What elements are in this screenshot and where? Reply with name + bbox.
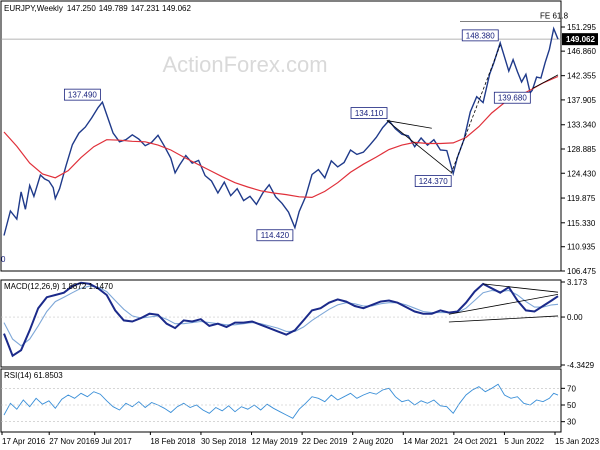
macd-series-macd bbox=[3, 281, 559, 358]
annotation-label: 148.380 bbox=[466, 31, 495, 40]
x-tick-label: 22 Dec 2019 bbox=[302, 437, 348, 446]
annotation-label: 137.490 bbox=[68, 91, 97, 100]
rsi-series-line bbox=[3, 383, 559, 419]
x-tick-label: 27 Nov 2016 bbox=[49, 437, 95, 446]
ohlc-low: 147.231 bbox=[131, 4, 160, 13]
price-tick-label: 128.885 bbox=[567, 145, 596, 154]
rsi-panel: 70 50 30 RSI(14) 61.8503 bbox=[0, 368, 576, 433]
current-price-box bbox=[562, 33, 598, 46]
price-tick-label: 119.875 bbox=[567, 194, 596, 203]
annotation-box bbox=[256, 229, 294, 242]
x-tick-label: 18 Feb 2018 bbox=[150, 437, 195, 446]
ohlc-high: 149.789 bbox=[99, 4, 128, 13]
price-trendlines bbox=[386, 44, 559, 174]
x-tick-label: 24 Oct 2021 bbox=[454, 437, 498, 446]
macd-y-ticks: 3.173 0.00 -4.3429 bbox=[561, 278, 595, 370]
price-tick-label: 110.935 bbox=[567, 243, 596, 252]
rsi-tick-label: 70 bbox=[567, 384, 576, 393]
macd-trendline bbox=[448, 315, 559, 323]
price-tick-label: 151.295 bbox=[567, 23, 596, 32]
macd-panel: 3.173 0.00 -4.3429 MACD(12,26,9) 1.8872 1.… bbox=[0, 278, 595, 370]
macd-trendlines bbox=[448, 283, 559, 323]
price-annotation: 114.420 bbox=[256, 229, 294, 242]
price-trendline bbox=[386, 120, 452, 173]
x-tick-label: 2 Aug 2020 bbox=[353, 437, 394, 446]
x-tick-label: 5 Jun 2022 bbox=[504, 437, 544, 446]
price-annotations: 137.490 114.420 134.110 124.370 148.380 139.6… bbox=[63, 29, 531, 242]
chart-title: EURJPY,Weekly bbox=[4, 4, 63, 13]
x-tick-label: 15 Jan 2023 bbox=[555, 437, 600, 446]
price-annotation: 134.110 bbox=[350, 107, 388, 119]
x-tick-label: 9 Jul 2017 bbox=[95, 437, 132, 446]
price-tick-label: 137.905 bbox=[567, 96, 596, 105]
macd-tick-label: 0.00 bbox=[567, 313, 583, 322]
price-trendline bbox=[450, 44, 501, 174]
rsi-y-ticks: 70 50 30 bbox=[1, 384, 576, 427]
rsi-tick-label: 50 bbox=[567, 401, 576, 410]
rsi-title: RSI(14) 61.8503 bbox=[4, 371, 63, 380]
annotation-box bbox=[414, 175, 452, 187]
annotation-box bbox=[493, 91, 531, 104]
price-tick-label: 124.430 bbox=[567, 169, 596, 178]
price-annotation: 139.680 bbox=[493, 91, 531, 104]
rsi-tick-label: 30 bbox=[567, 418, 576, 427]
macd-panel-frame bbox=[0, 279, 562, 368]
rsi-series bbox=[3, 383, 559, 419]
annotation-label: 134.110 bbox=[355, 109, 384, 118]
annotation-box bbox=[63, 88, 101, 101]
rsi-panel-frame bbox=[0, 368, 562, 433]
ohlc-open: 147.250 bbox=[67, 4, 96, 13]
price-annotation: 124.370 bbox=[414, 175, 452, 187]
price-tick-label: 106.475 bbox=[567, 267, 596, 276]
price-panel-frame bbox=[0, 0, 562, 272]
macd-tick-label: 3.173 bbox=[567, 278, 588, 287]
price-tick-label: 115.330 bbox=[567, 219, 596, 228]
price-annotation: 148.380 bbox=[461, 29, 499, 42]
price-series-eurjpy bbox=[3, 26, 559, 236]
price-tick-label: 133.340 bbox=[567, 121, 596, 130]
price-y-ticks: 151.295 146.860 142.355 137.905 133.340 128.8… bbox=[561, 23, 598, 276]
watermark: ActionForex.com bbox=[162, 52, 327, 77]
price-tick-label: 146.860 bbox=[567, 47, 596, 56]
price-title: EURJPY,Weekly 147.250 149.789 147.231 149.06… bbox=[4, 4, 191, 13]
annotation-label: 124.370 bbox=[419, 177, 448, 186]
price-annotation: 137.490 bbox=[63, 88, 101, 101]
price-panel: ActionForex.com FE 61.8 137.490114.42013… bbox=[0, 0, 598, 276]
annotation-box bbox=[350, 107, 388, 119]
price-tick-label: 142.355 bbox=[567, 72, 596, 81]
macd-tick-label: -4.3429 bbox=[567, 361, 595, 370]
fe-label: FE 61.8 bbox=[540, 12, 569, 21]
annotation-label: 114.420 bbox=[261, 231, 290, 240]
price-trendline bbox=[386, 120, 432, 129]
annotation-label: 139.680 bbox=[498, 94, 527, 103]
macd-trendline bbox=[483, 283, 559, 293]
x-tick-label: 14 Mar 2021 bbox=[403, 437, 448, 446]
macd-trendline bbox=[448, 294, 559, 315]
price-series bbox=[3, 26, 559, 236]
left-cut-label: 0 bbox=[1, 255, 6, 264]
macd-series bbox=[1, 281, 561, 358]
macd-title: MACD(12,26,9) 1.8872 1.1470 bbox=[4, 282, 114, 291]
annotation-box bbox=[461, 29, 499, 42]
x-tick-label: 12 May 2019 bbox=[252, 437, 299, 446]
price-trendline bbox=[532, 74, 559, 89]
current-price-label: 149.062 bbox=[566, 35, 595, 44]
x-tick-label: 30 Sep 2018 bbox=[201, 437, 247, 446]
x-axis: 17 Apr 2016 27 Nov 2016 9 Jul 2017 18 Feb 2… bbox=[1, 432, 600, 446]
ohlc-close: 149.062 bbox=[162, 4, 191, 13]
price-series-ma bbox=[3, 75, 559, 199]
x-tick-label: 17 Apr 2016 bbox=[2, 437, 46, 446]
